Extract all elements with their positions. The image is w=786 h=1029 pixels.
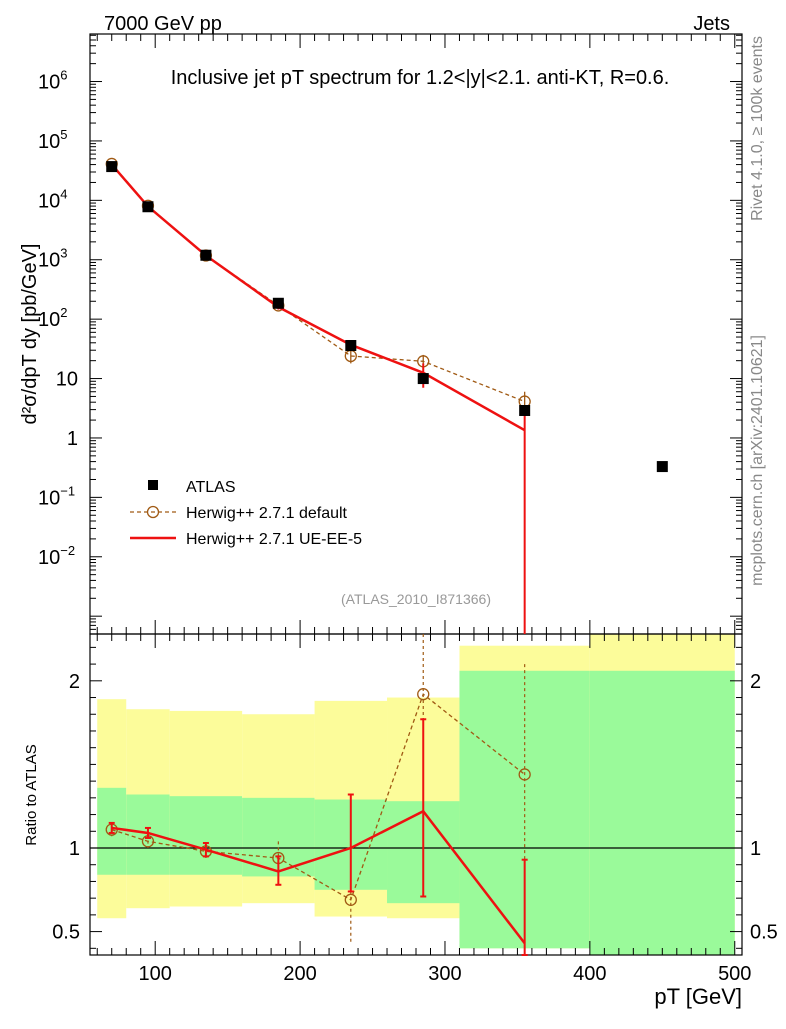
y-tick-label: 105 <box>38 127 67 153</box>
mcplots-label: mcplots.cern.ch [arXiv:2401.10621] <box>749 335 766 586</box>
ratio-tick-label-right: 1 <box>750 838 761 860</box>
atlas-data-point <box>656 461 668 473</box>
y-tick-label: 10−1 <box>38 483 75 509</box>
atlas-data-point <box>417 373 429 385</box>
y-tick-label: 1 <box>67 428 78 450</box>
atlas-data-point <box>519 404 531 416</box>
ratio-tick-label-left: 0.5 <box>52 922 80 944</box>
chart-title-text: Inclusive jet pT spectrum for 1.2<|y|<2.… <box>171 67 670 89</box>
y-tick-label: 106 <box>38 68 67 94</box>
herwig-ueee5-line <box>110 163 526 432</box>
ratio-axis-label: Ratio to ATLAS <box>23 744 40 845</box>
ratio-plot-series <box>105 634 531 956</box>
ratio-tick-label-left: 2 <box>69 671 80 693</box>
herwig-default-point <box>344 349 357 363</box>
legend-atlas-label: ATLAS <box>186 479 236 496</box>
x-axis-label: pT [GeV] <box>654 984 742 1009</box>
ratio-uncertainty-bands <box>97 634 735 955</box>
ratio-herwig-default-point <box>417 688 430 701</box>
ratio-herwig-default-point <box>518 768 531 781</box>
atlas-data-point <box>106 161 118 173</box>
ratio-band-inner <box>589 670 735 955</box>
atlas-data-point <box>200 249 212 261</box>
x-tick-label: 100 <box>139 963 172 985</box>
y-tick-label: 10−2 <box>38 543 75 569</box>
legend-herwig-default-label: Herwig++ 2.7.1 default <box>186 505 348 522</box>
x-tick-label: 200 <box>283 963 316 985</box>
x-tick-label: 500 <box>718 963 751 985</box>
atlas-data-point <box>272 297 284 309</box>
legend: ATLAS Herwig++ 2.7.1 default Herwig++ 2.… <box>130 479 362 548</box>
main-plot-series <box>105 157 668 634</box>
chart-title: Inclusive jet pT spectrum for 1.2<|y|<2.… <box>171 67 670 89</box>
ratio-tick-label-right: 2 <box>750 671 761 693</box>
legend-herwig-default-marker <box>146 505 160 519</box>
ratio-band-inner <box>169 796 243 875</box>
ratio-plot-frame: 100 200 300 400 500 0.5 0.5 1 1 2 2 <box>52 633 778 985</box>
jets-label: Jets <box>693 13 730 35</box>
atlas-data-point <box>345 340 357 352</box>
rivet-version-label: Rivet 4.1.0, ≥ 100k events <box>749 36 766 221</box>
legend-herwig-ueee5-label: Herwig++ 2.7.1 UE-EE-5 <box>186 531 362 548</box>
y-tick-label: 102 <box>38 305 67 331</box>
y-tick-label: 104 <box>38 186 67 212</box>
x-tick-label: 400 <box>573 963 606 985</box>
y-tick-label: 10 <box>56 369 78 391</box>
y-tick-label: 103 <box>38 246 67 272</box>
y-axis-label: d²σ/dpT dy [pb/GeV] <box>19 244 41 425</box>
x-tick-label: 300 <box>428 963 461 985</box>
ratio-herwig-default-point <box>344 893 357 906</box>
ratio-tick-label-left: 1 <box>69 838 80 860</box>
analysis-id-label: (ATLAS_2010_I871366) <box>341 591 491 607</box>
ratio-tick-label-right: 0.5 <box>750 922 778 944</box>
legend-atlas-marker <box>148 480 158 490</box>
herwig-default-line <box>111 163 525 403</box>
energy-label: 7000 GeV pp <box>104 13 222 35</box>
atlas-data-point <box>142 201 154 213</box>
